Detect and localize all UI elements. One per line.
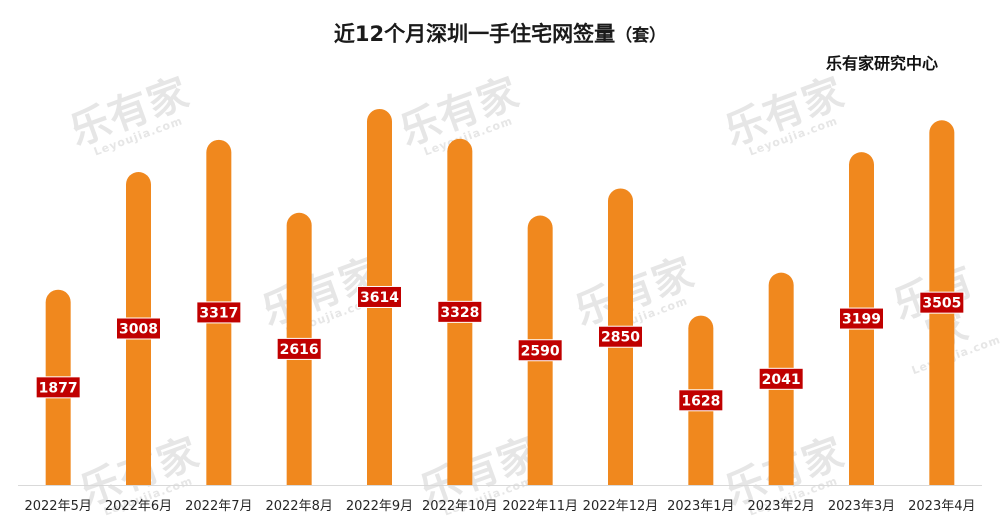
x-tick-label: 2022年5月 [24, 499, 91, 514]
chart-title-unit: （套） [615, 26, 667, 46]
value-label-box [678, 389, 724, 412]
value-label-box [276, 337, 322, 360]
value-label-box [517, 339, 563, 362]
value-label: 3008 [116, 317, 161, 340]
value-label: 2041 [758, 367, 804, 390]
value-label-box [437, 300, 483, 323]
value-label: 3328 [437, 300, 483, 323]
value-label-box [839, 307, 884, 330]
value-label-text: 1877 [39, 380, 78, 396]
x-tick-label: 2023年2月 [747, 499, 814, 514]
value-label-text: 3328 [440, 305, 479, 321]
value-label-text: 3614 [360, 290, 399, 306]
value-label: 3505 [919, 291, 965, 314]
value-labels: 1877 3008 3317 2616 3614 3328 2590 2850 1628 2041… [35, 285, 965, 412]
value-label: 1877 [35, 376, 81, 399]
value-label-text: 2041 [762, 372, 801, 388]
x-tick-label: 2022年7月 [185, 499, 252, 514]
value-label: 1628 [678, 389, 724, 412]
x-tick-label: 2022年6月 [105, 499, 172, 514]
x-tick-label: 2022年9月 [346, 499, 413, 514]
value-label-text: 2616 [280, 342, 319, 358]
x-tick-label: 2022年10月 [422, 499, 498, 514]
source-label: 乐有家研究中心 [825, 54, 938, 73]
value-label-text: 2850 [601, 330, 640, 346]
x-tick-label: 2023年1月 [667, 499, 734, 514]
value-label-box [919, 291, 965, 314]
x-tick-label: 2023年4月 [908, 499, 975, 514]
value-label-text: 2590 [521, 343, 560, 359]
x-tick-label: 2023年3月 [828, 499, 895, 514]
value-label-text: 3199 [842, 312, 881, 328]
value-label: 3199 [839, 307, 884, 330]
x-tick-label: 2022年11月 [502, 499, 578, 514]
value-label-box [35, 376, 81, 399]
value-label-text: 1628 [681, 393, 720, 409]
chart-title-text: 近12个月深圳一手住宅网签量 [333, 22, 616, 46]
value-label-text: 3008 [119, 322, 158, 338]
chart-title: 近12个月深圳一手住宅网签量（套） [0, 18, 1000, 48]
value-label: 3317 [196, 301, 242, 324]
value-label: 2616 [276, 337, 322, 360]
value-label: 2850 [598, 325, 643, 348]
value-label: 2590 [517, 339, 563, 362]
value-label-box [758, 367, 804, 390]
x-tick-label: 2022年12月 [583, 499, 659, 514]
x-tick-label: 2022年8月 [265, 499, 332, 514]
value-label-box [598, 325, 643, 348]
value-label-text: 3317 [199, 305, 238, 321]
value-label-box [357, 285, 402, 308]
bars [45, 108, 955, 486]
value-label-box [116, 317, 161, 340]
value-label-text: 3505 [922, 296, 961, 312]
value-label-box [196, 301, 242, 324]
x-tick-labels: 2022年5月 2022年6月 2022年7月 2022年8月 2022年9月 2022年… [24, 499, 975, 514]
value-label: 3614 [357, 285, 402, 308]
